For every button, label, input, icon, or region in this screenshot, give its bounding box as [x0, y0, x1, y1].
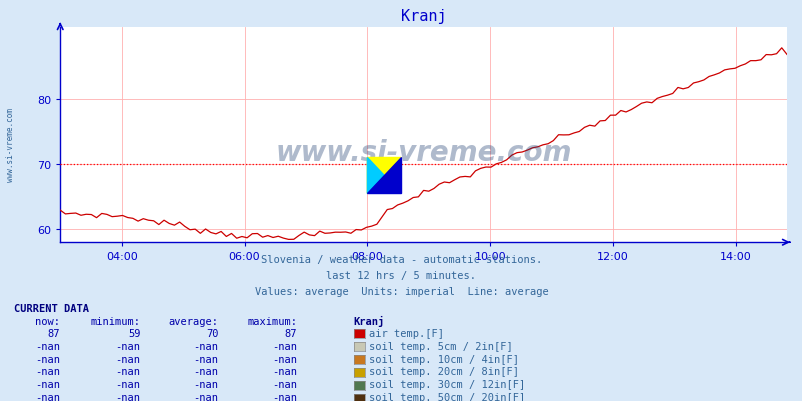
Text: CURRENT DATA: CURRENT DATA: [14, 303, 89, 313]
Text: Values: average  Units: imperial  Line: average: Values: average Units: imperial Line: av…: [254, 287, 548, 297]
Text: www.si-vreme.com: www.si-vreme.com: [6, 107, 15, 181]
Text: -nan: -nan: [272, 341, 297, 351]
Text: Kranj: Kranj: [353, 315, 384, 326]
Text: -nan: -nan: [272, 379, 297, 389]
Text: www.si-vreme.com: www.si-vreme.com: [275, 138, 571, 166]
Text: soil temp. 5cm / 2in[F]: soil temp. 5cm / 2in[F]: [368, 341, 512, 351]
Text: -nan: -nan: [272, 367, 297, 377]
Text: -nan: -nan: [35, 392, 60, 401]
Text: -nan: -nan: [115, 341, 140, 351]
Polygon shape: [367, 158, 401, 194]
Text: -nan: -nan: [115, 392, 140, 401]
Title: Kranj: Kranj: [400, 9, 446, 24]
Text: maximum:: maximum:: [247, 316, 297, 326]
Text: 70: 70: [205, 328, 218, 338]
Text: soil temp. 30cm / 12in[F]: soil temp. 30cm / 12in[F]: [368, 379, 525, 389]
Text: -nan: -nan: [115, 354, 140, 364]
Text: -nan: -nan: [115, 379, 140, 389]
Text: minimum:: minimum:: [91, 316, 140, 326]
Text: -nan: -nan: [35, 367, 60, 377]
Text: -nan: -nan: [35, 379, 60, 389]
Text: soil temp. 20cm / 8in[F]: soil temp. 20cm / 8in[F]: [368, 367, 518, 377]
Text: -nan: -nan: [272, 392, 297, 401]
Text: -nan: -nan: [115, 367, 140, 377]
Polygon shape: [367, 158, 401, 194]
Text: -nan: -nan: [193, 341, 218, 351]
Text: soil temp. 10cm / 4in[F]: soil temp. 10cm / 4in[F]: [368, 354, 518, 364]
Text: soil temp. 50cm / 20in[F]: soil temp. 50cm / 20in[F]: [368, 392, 525, 401]
Text: -nan: -nan: [35, 341, 60, 351]
Text: -nan: -nan: [193, 379, 218, 389]
Text: -nan: -nan: [272, 354, 297, 364]
Text: 87: 87: [284, 328, 297, 338]
Text: -nan: -nan: [193, 367, 218, 377]
Text: -nan: -nan: [193, 354, 218, 364]
Text: -nan: -nan: [193, 392, 218, 401]
Text: Slovenia / weather data - automatic stations.: Slovenia / weather data - automatic stat…: [261, 255, 541, 265]
Text: 59: 59: [128, 328, 140, 338]
Text: 87: 87: [47, 328, 60, 338]
Text: average:: average:: [168, 316, 218, 326]
Text: last 12 hrs / 5 minutes.: last 12 hrs / 5 minutes.: [326, 271, 476, 281]
Text: now:: now:: [35, 316, 60, 326]
Text: air temp.[F]: air temp.[F]: [368, 328, 443, 338]
Text: -nan: -nan: [35, 354, 60, 364]
Polygon shape: [367, 158, 401, 194]
